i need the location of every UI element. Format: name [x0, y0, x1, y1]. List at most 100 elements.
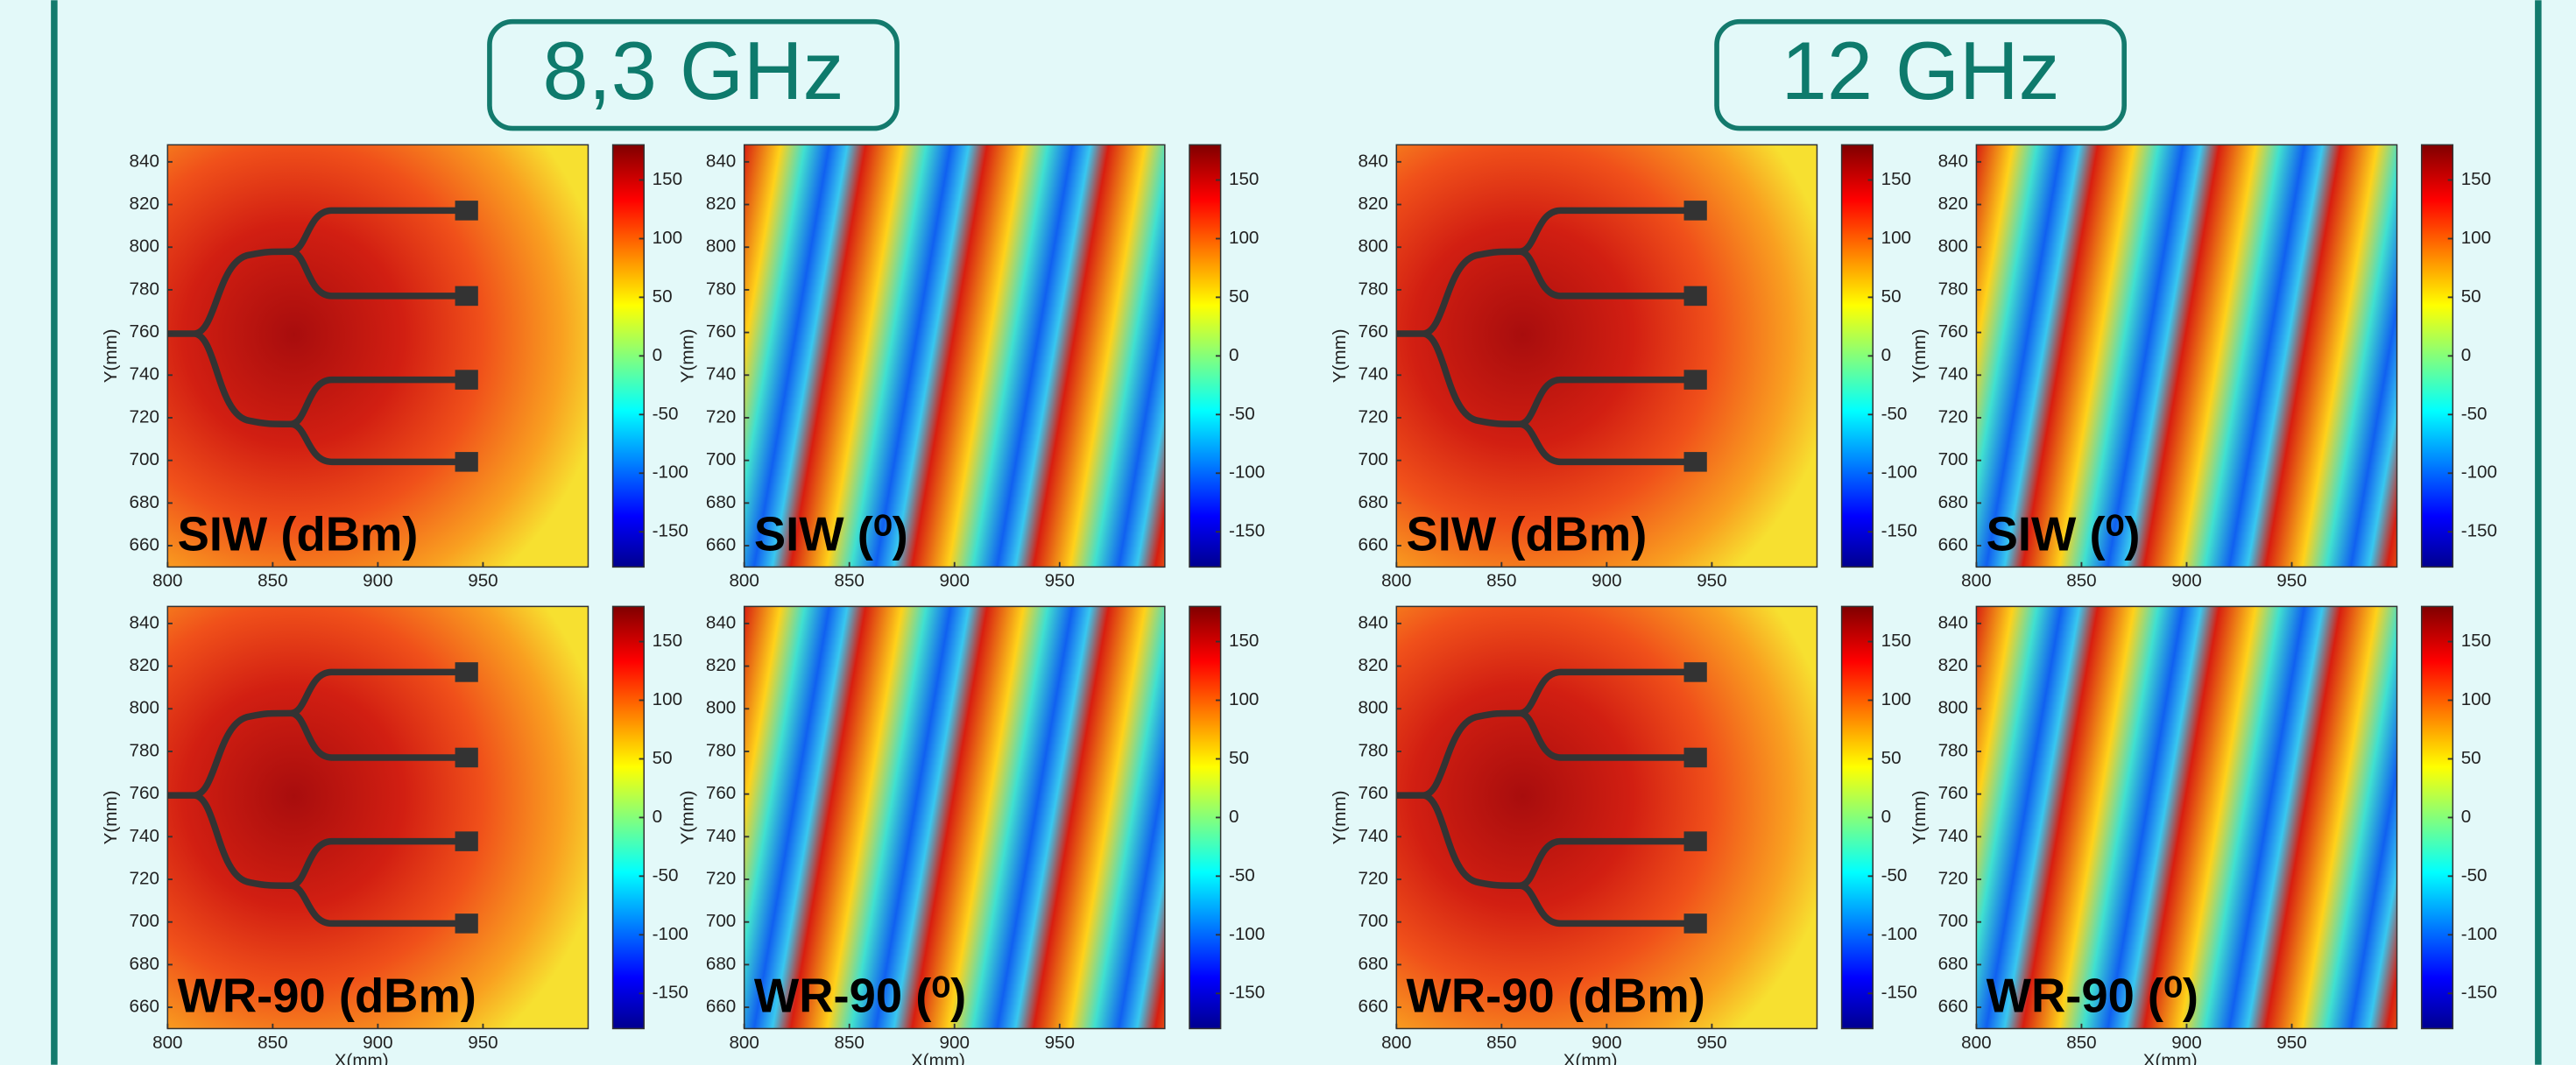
colorbar-tick-label: 50 — [1881, 286, 1902, 307]
x-tick-label: 950 — [468, 1033, 498, 1053]
y-tick-label: 800 — [130, 236, 159, 257]
y-tick-label: 840 — [1358, 612, 1387, 632]
border — [51, 0, 58, 1065]
colorbar-tick-label: -50 — [1881, 865, 1908, 885]
y-tick-label: 820 — [130, 655, 159, 675]
field-map — [1395, 144, 1818, 568]
port — [1683, 662, 1707, 682]
x-tick-label: 800 — [1961, 1033, 1991, 1053]
y-tick-label: 760 — [706, 783, 736, 803]
y-axis-label: Y(mm) — [1909, 790, 1930, 844]
y-tick-label: 780 — [1938, 279, 1968, 299]
y-tick-label: 800 — [1938, 698, 1968, 718]
x-tick-label: 800 — [729, 1033, 759, 1053]
border — [2535, 0, 2542, 1065]
colorbar-tick-label: -150 — [2461, 983, 2497, 1003]
colorbar-tick-label: 50 — [653, 748, 673, 768]
title: 8,3 GHz — [543, 25, 844, 116]
colorbar-tick-label: -50 — [653, 865, 679, 885]
panel-label: WR-90 (dBm) — [178, 970, 476, 1023]
y-tick-label: 720 — [1938, 406, 1968, 427]
x-tick-label: 950 — [1045, 1033, 1075, 1053]
y-tick-label: 720 — [1358, 406, 1387, 427]
y-tick-label: 820 — [1938, 655, 1968, 675]
x-tick-label: 850 — [258, 1033, 287, 1053]
port — [1683, 452, 1707, 472]
y-tick-label: 700 — [1938, 911, 1968, 931]
colorbar-tick-label: 150 — [1229, 631, 1259, 651]
y-tick-label: 780 — [706, 279, 736, 299]
y-tick-label: 760 — [130, 321, 159, 342]
x-tick-label: 950 — [1697, 1033, 1726, 1053]
y-tick-label: 660 — [1938, 534, 1968, 554]
colorbar-tick-label: 50 — [2461, 286, 2481, 307]
colorbar-tick-label: 50 — [1229, 286, 1249, 307]
y-tick-label: 840 — [1938, 612, 1968, 632]
y-tick-label: 700 — [706, 911, 736, 931]
x-tick-label: 850 — [2066, 571, 2096, 591]
y-tick-label: 740 — [1938, 826, 1968, 846]
port — [1683, 831, 1707, 851]
circuit-overlay — [1396, 668, 1701, 927]
x-tick-label: 800 — [729, 571, 759, 591]
y-tick-label: 760 — [1938, 783, 1968, 803]
y-tick-label: 780 — [130, 279, 159, 299]
colorbar-tick-label: 100 — [2461, 228, 2491, 248]
colorbar-tick-label: 0 — [2461, 345, 2471, 365]
y-tick-label: 700 — [130, 911, 159, 931]
y-tick-label: 680 — [706, 954, 736, 974]
colorbar-tick-label: -100 — [653, 924, 688, 944]
port — [455, 452, 478, 472]
panel-label: WR-90 (dBm) — [1407, 970, 1705, 1023]
field-map — [743, 144, 1166, 568]
colorbar-tick-label: -50 — [1881, 404, 1908, 424]
y-tick-label: 720 — [130, 406, 159, 427]
colorbar-tick-label: -100 — [1881, 924, 1917, 944]
x-tick-label: 800 — [152, 1033, 182, 1053]
colorbar-tick-label: 100 — [1229, 689, 1259, 709]
y-tick-label: 780 — [706, 740, 736, 760]
x-tick-label: 900 — [2171, 571, 2201, 591]
colorbar-tick-label: 100 — [653, 228, 682, 248]
colorbar-tick-label: 100 — [2461, 689, 2491, 709]
colorbar-tick-label: 150 — [1229, 169, 1259, 189]
colorbar — [1189, 144, 1222, 568]
x-tick-label: 950 — [2276, 571, 2306, 591]
panel-label: SIW (⁰) — [754, 508, 908, 561]
y-axis-label: Y(mm) — [1330, 790, 1350, 844]
x-tick-label: 850 — [834, 571, 864, 591]
y-tick-label: 740 — [1358, 826, 1387, 846]
port — [1683, 201, 1707, 221]
x-tick-label: 850 — [258, 571, 287, 591]
colorbar-tick-label: 150 — [1881, 169, 1911, 189]
colorbar-tick-label: -100 — [1229, 462, 1265, 483]
y-tick-label: 660 — [1358, 997, 1387, 1017]
x-tick-label: 850 — [2066, 1033, 2096, 1053]
colorbar-tick-label: 0 — [653, 345, 662, 365]
colorbar-tick-label: -100 — [1881, 462, 1917, 483]
y-tick-label: 740 — [1358, 364, 1387, 384]
colorbar — [611, 605, 646, 1030]
y-tick-label: 820 — [130, 194, 159, 214]
x-tick-label: 850 — [1486, 1033, 1516, 1053]
colorbar-tick-label: -50 — [1229, 404, 1255, 424]
colorbar — [1840, 144, 1874, 568]
colorbar-tick-label: 150 — [653, 631, 682, 651]
colorbar-tick-label: 150 — [2461, 631, 2491, 651]
y-tick-label: 780 — [1358, 740, 1387, 760]
y-tick-label: 660 — [1938, 997, 1968, 1017]
colorbar-tick-label: -50 — [1229, 865, 1255, 885]
y-tick-label: 720 — [1938, 868, 1968, 888]
circuit-overlay — [1396, 207, 1701, 466]
field-map — [743, 605, 1166, 1030]
y-tick-label: 700 — [706, 449, 736, 469]
colorbar-tick-label: -150 — [1229, 983, 1265, 1003]
y-tick-label: 680 — [1358, 492, 1387, 512]
colorbar-tick-label: -50 — [653, 404, 679, 424]
y-tick-label: 800 — [706, 698, 736, 718]
colorbar-tick-label: -100 — [653, 462, 688, 483]
colorbar-tick-label: -150 — [653, 521, 688, 541]
x-tick-label: 850 — [1486, 571, 1516, 591]
y-tick-label: 840 — [706, 151, 736, 171]
y-tick-label: 820 — [706, 194, 736, 214]
